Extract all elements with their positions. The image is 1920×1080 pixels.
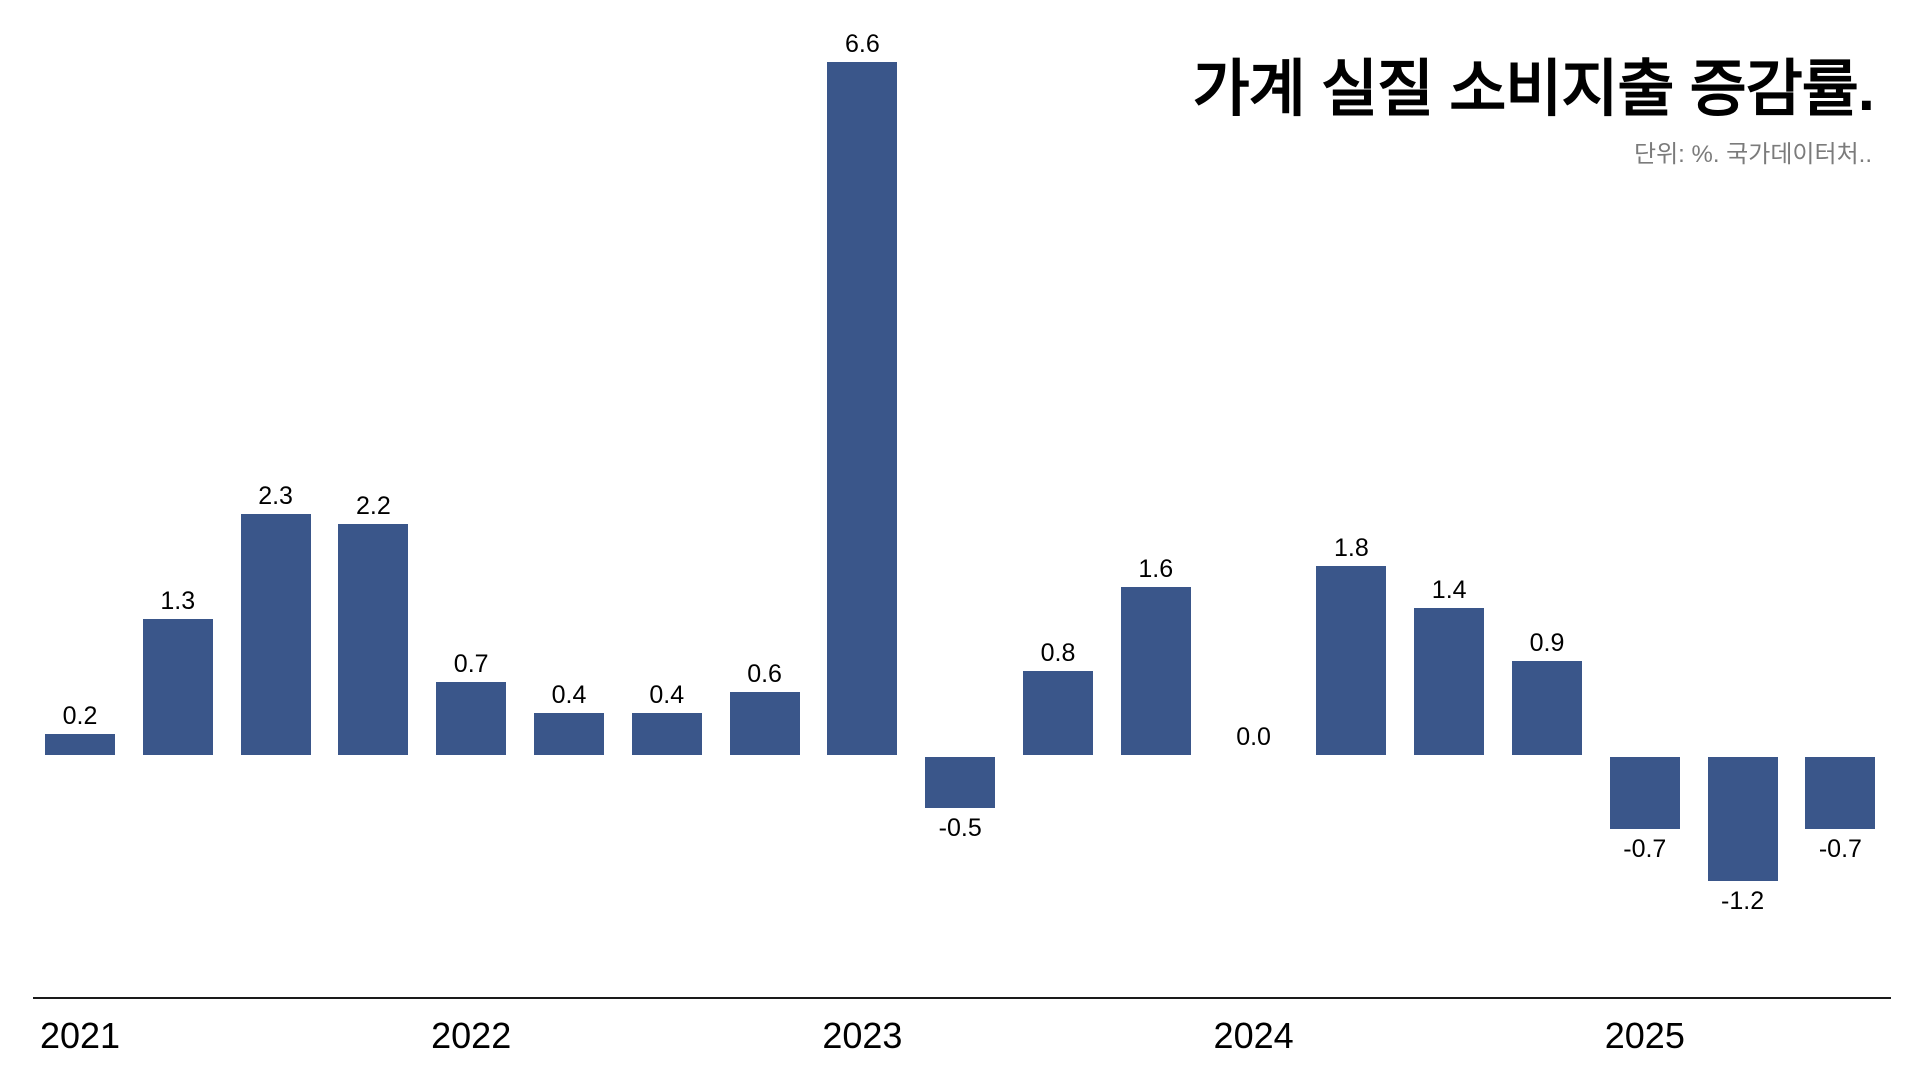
bar-value-label: 0.6 [747, 660, 782, 688]
bar [338, 524, 409, 755]
bar [1120, 587, 1191, 755]
x-tick-label: 2025 [1604, 1015, 1685, 1056]
bar [1805, 757, 1876, 829]
bar [827, 62, 898, 755]
bar [1316, 566, 1387, 755]
bar-value-label: -0.5 [938, 813, 982, 842]
bar-value-label: 0.2 [62, 702, 98, 730]
chart-title: 가계 실질 소비지출 증감률. [1192, 55, 1875, 124]
bar [142, 618, 213, 755]
bar-value-label: -0.7 [1623, 834, 1667, 863]
x-tick-label: 2023 [822, 1015, 903, 1056]
bar-value-label: 1.6 [1138, 555, 1174, 583]
bar [925, 757, 996, 808]
bar-value-label: 2.2 [356, 492, 391, 520]
bar [1609, 757, 1680, 829]
bar-value-label: 1.8 [1334, 534, 1369, 562]
bar [1023, 671, 1093, 755]
bar-value-label: 0.4 [649, 681, 685, 709]
x-axis-line [33, 997, 1891, 999]
bar [1707, 757, 1778, 881]
bar [1414, 608, 1485, 755]
bar-value-label: 0.0 [1236, 723, 1271, 751]
bar [631, 713, 702, 755]
bar [436, 681, 507, 755]
bar-value-label: 0.4 [551, 681, 587, 709]
x-tick-label: 2024 [1213, 1015, 1294, 1056]
x-tick-label: 2021 [39, 1015, 121, 1056]
bar [534, 713, 604, 755]
bar-value-label: 1.3 [160, 586, 196, 615]
x-tick-label: 2022 [431, 1015, 512, 1056]
bar-value-label: 2.3 [258, 481, 293, 510]
bar-value-label: 6.6 [845, 30, 880, 58]
bar-value-label: -1.2 [1721, 887, 1765, 915]
bar-value-label: -0.7 [1818, 834, 1862, 863]
bar-value-label: 0.8 [1040, 639, 1076, 667]
bar [729, 692, 800, 755]
bar-value-label: 1.4 [1431, 576, 1467, 604]
bar [1512, 660, 1582, 755]
bar [45, 734, 115, 755]
bar-value-label: 0.9 [1529, 628, 1565, 657]
bar-value-label: 0.7 [453, 649, 489, 678]
chart-subtitle: 단위: %. 국가데이터처.. [1634, 141, 1872, 168]
bar [240, 513, 311, 755]
